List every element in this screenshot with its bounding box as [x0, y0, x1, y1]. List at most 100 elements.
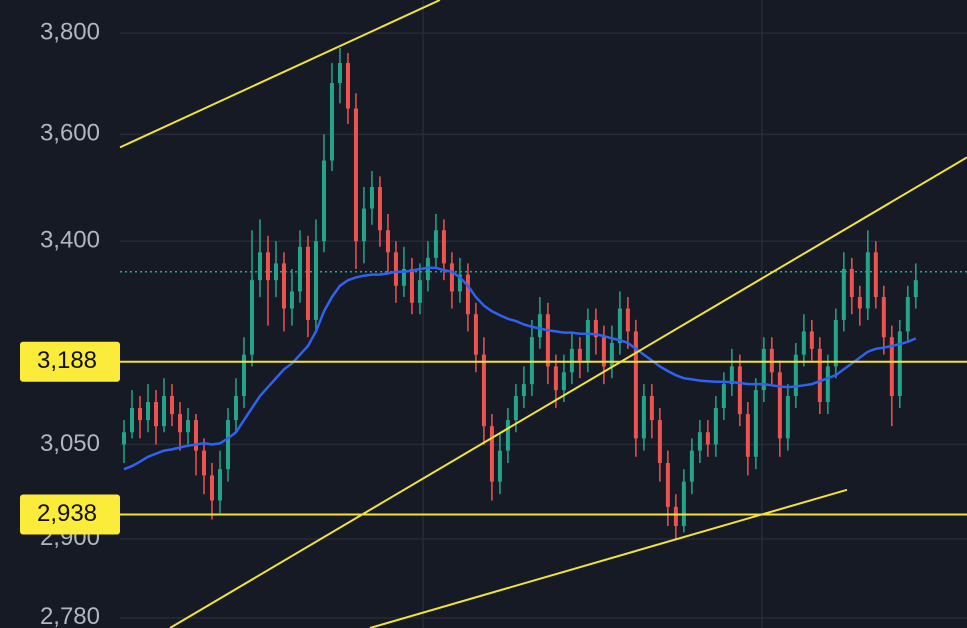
candle-body	[785, 396, 790, 439]
candle-body	[185, 420, 190, 433]
candle-body	[529, 337, 534, 385]
candle-body	[881, 297, 886, 338]
candle-body	[625, 308, 630, 332]
candle-body	[377, 187, 382, 231]
candle-body	[489, 426, 494, 482]
candle-body	[273, 263, 278, 281]
candle-body	[473, 314, 478, 355]
candle-body	[665, 462, 670, 507]
price-tag	[20, 494, 120, 535]
candle-body	[729, 366, 734, 385]
grid	[120, 0, 967, 628]
candle-body	[441, 230, 446, 264]
candle-body	[345, 62, 350, 109]
candle-body	[569, 348, 574, 373]
candle-body	[129, 408, 134, 433]
candle-body	[633, 331, 638, 439]
candle-body	[889, 337, 894, 397]
price-tag-label: 3,188	[37, 347, 97, 374]
candle-body	[137, 408, 142, 421]
candle-body	[321, 160, 326, 242]
candle-body	[401, 268, 406, 286]
candle-body	[833, 319, 838, 367]
candle-body	[761, 348, 766, 391]
candle-body	[145, 402, 150, 421]
candle-body	[305, 246, 310, 320]
candle-body	[905, 297, 910, 332]
candle-body	[313, 241, 318, 320]
candle-body	[465, 274, 470, 315]
candle-body	[233, 396, 238, 421]
candle-body	[121, 432, 126, 445]
candle-body	[241, 354, 246, 397]
candle-body	[897, 331, 902, 397]
moving-average	[123, 266, 917, 471]
candle-body	[561, 372, 566, 391]
candle-body	[193, 420, 198, 451]
y-tick-label: 2,780	[40, 603, 100, 628]
candle-body	[713, 408, 718, 445]
candle-body	[249, 280, 254, 355]
candle-body	[649, 396, 654, 421]
candle-body	[201, 450, 206, 476]
candle-body	[697, 432, 702, 451]
candle-body	[745, 414, 750, 457]
plot	[119, 0, 967, 628]
candle-body	[753, 390, 758, 457]
price-tag-label: 2,938	[37, 500, 97, 527]
candle-body	[505, 420, 510, 451]
candle-body	[865, 252, 870, 309]
candle-body	[689, 450, 694, 482]
candle-body	[617, 308, 622, 344]
trendline	[369, 488, 848, 628]
candle-body	[169, 396, 174, 415]
candle-body	[289, 291, 294, 309]
candle-body	[409, 268, 414, 303]
candle-body	[385, 230, 390, 253]
candle-body	[497, 450, 502, 482]
candle-body	[721, 384, 726, 409]
candle-body	[817, 348, 822, 403]
candle-body	[161, 396, 166, 427]
candle-body	[769, 348, 774, 373]
candle-body	[329, 83, 334, 161]
candle-body	[337, 62, 342, 84]
candle-body	[257, 252, 262, 281]
candle-body	[593, 319, 598, 338]
candle-body	[457, 274, 462, 292]
candle-body	[297, 246, 302, 292]
candle-body	[601, 337, 606, 367]
candle-body	[609, 343, 614, 367]
candle-body	[209, 475, 214, 501]
candle-body	[681, 481, 686, 526]
candle-body	[433, 230, 438, 258]
candle-body	[873, 252, 878, 298]
candle-body	[217, 469, 222, 501]
candle-body	[521, 384, 526, 397]
candle-body	[857, 297, 862, 309]
candle-body	[513, 396, 518, 421]
candle-body	[825, 366, 830, 403]
y-tick-label: 3,600	[40, 120, 100, 147]
candle-body	[849, 268, 854, 298]
candle-body	[793, 354, 798, 397]
candle-body	[537, 314, 542, 338]
candle-body	[641, 396, 646, 439]
candle-body	[801, 331, 806, 355]
candle-body	[913, 280, 918, 298]
candle-body	[777, 372, 782, 439]
candle-body	[705, 432, 710, 445]
trendline	[119, 0, 441, 149]
candle-body	[369, 187, 374, 209]
candle-body	[585, 319, 590, 361]
price-tag	[20, 341, 120, 382]
candle-body	[657, 420, 662, 463]
y-tick-label: 3,800	[40, 19, 100, 46]
candle-body	[737, 366, 742, 415]
candle-body	[545, 314, 550, 367]
candle-body	[225, 420, 230, 470]
candle-body	[841, 268, 846, 320]
